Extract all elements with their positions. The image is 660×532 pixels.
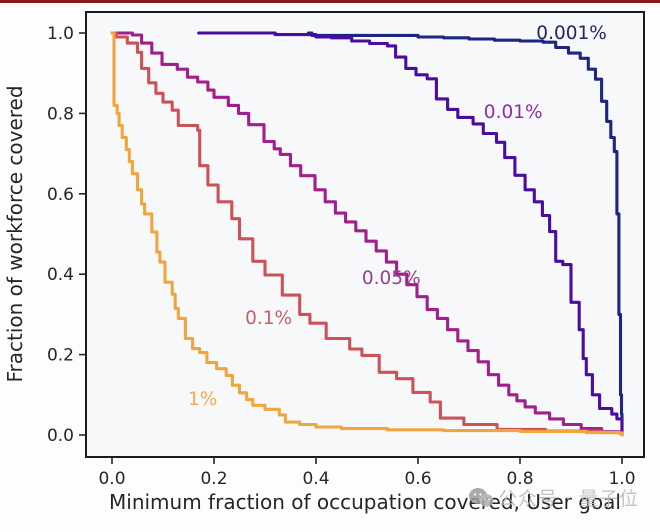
x-tick-label: 0.2 [200,469,227,489]
y-tick-label: 0.8 [47,104,74,124]
y-tick-label: 0.4 [47,265,74,285]
curve-0.001% [306,31,624,437]
x-tick-label: 0.6 [404,469,431,489]
x-tick-label: 0.8 [506,469,533,489]
x-axis-label: Minimum fraction of occupation covered, … [109,490,621,514]
curve-0.01% [197,31,624,437]
curve-1% [110,31,624,437]
curve-label-0.1%: 0.1% [245,308,292,329]
x-tick-labels: 0.0 0.2 0.4 0.6 0.8 1.0 [98,469,635,489]
y-tick-label: 1.0 [47,24,74,44]
y-tick-labels: 0.0 0.2 0.4 0.6 0.8 1.0 [47,24,74,446]
top-red-strip [0,0,660,3]
curve-0.1% [110,31,624,437]
curve-label-0.05%: 0.05% [362,268,421,289]
curve-label-1%: 1% [188,389,217,410]
x-tick-label: 1.0 [608,469,635,489]
x-tick-label: 0.4 [302,469,329,489]
y-tick-label: 0.0 [47,426,74,446]
y-tick-marks [79,32,86,436]
curve-group: 0.001% 0.01% 0.05% 0.1% 1% [110,23,624,437]
y-tick-label: 0.6 [47,185,74,205]
curve-0.05% [110,31,624,437]
y-tick-label: 0.2 [47,346,74,366]
x-tick-marks [111,457,623,464]
curve-label-0.001%: 0.001% [536,23,607,44]
y-axis-label: Fraction of workforce covered [3,85,27,382]
curve-label-0.01%: 0.01% [484,102,543,123]
x-tick-label: 0.0 [98,469,125,489]
axes-border [85,11,645,458]
